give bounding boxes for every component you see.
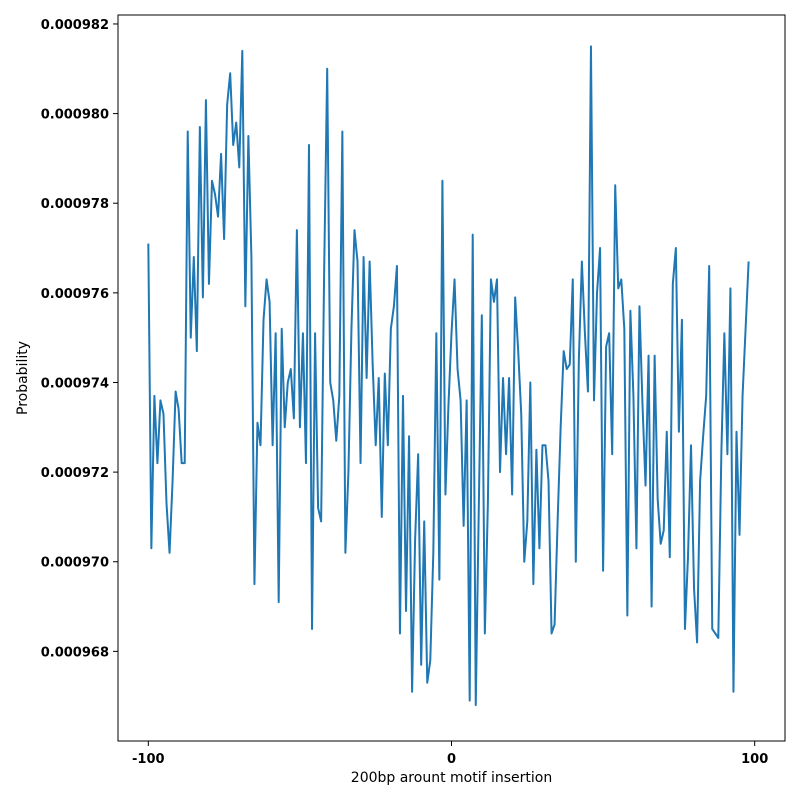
series-line bbox=[147, 45, 750, 707]
y-tick-label: 0.000968 bbox=[41, 645, 109, 660]
y-tick-label: 0.000972 bbox=[41, 466, 109, 481]
x-tick-label: -100 bbox=[132, 752, 165, 767]
x-axis-ticks: -100 0 100 bbox=[132, 741, 768, 767]
y-tick-label: 0.000980 bbox=[41, 108, 109, 123]
y-tick-label: 0.000974 bbox=[41, 376, 109, 391]
x-axis-label: 200bp arount motif insertion bbox=[351, 770, 552, 786]
y-axis-label: Probability bbox=[15, 341, 31, 415]
y-tick-label: 0.000970 bbox=[41, 556, 109, 571]
x-tick-label: 0 bbox=[447, 752, 456, 767]
x-tick-label: 100 bbox=[741, 752, 768, 767]
y-tick-label: 0.000976 bbox=[41, 287, 109, 302]
series-layer bbox=[147, 45, 750, 707]
y-tick-label: 0.000982 bbox=[41, 18, 109, 33]
y-tick-label: 0.000978 bbox=[41, 197, 109, 212]
y-axis-ticks: 0.000968 0.000970 0.000972 0.000974 0.000976… bbox=[41, 18, 118, 660]
